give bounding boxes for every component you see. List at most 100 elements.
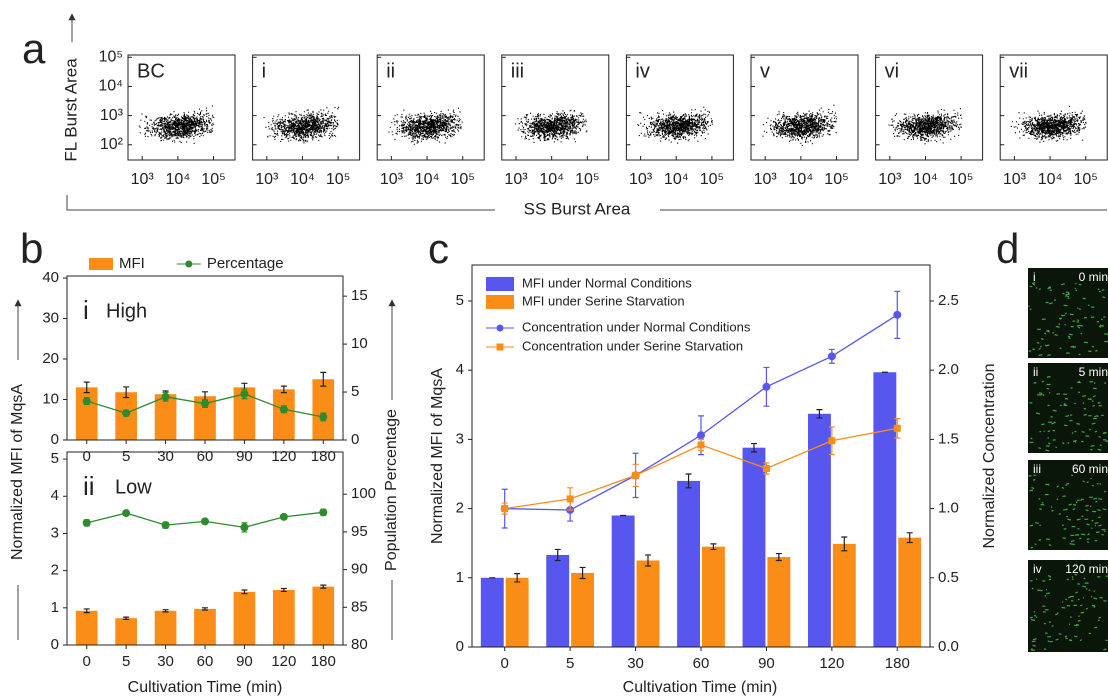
error-bar bbox=[514, 573, 521, 583]
x-tick-label: 10⁴ bbox=[913, 171, 938, 188]
marker bbox=[697, 431, 705, 440]
marker bbox=[122, 509, 131, 518]
marker bbox=[827, 352, 836, 361]
x-tick-label: 0 bbox=[83, 653, 91, 670]
x-tick-label: 10³ bbox=[754, 171, 778, 188]
error-bar bbox=[83, 608, 90, 614]
panel-numeral: ii bbox=[83, 471, 95, 501]
micrograph bbox=[1028, 268, 1108, 358]
legend-swatch bbox=[486, 277, 514, 291]
image-time: 60 min bbox=[1072, 462, 1108, 476]
y-tick-label: 4 bbox=[456, 361, 464, 378]
x-tick-label: 5 bbox=[122, 653, 130, 670]
y2-tick-label: 90 bbox=[351, 561, 368, 578]
x-tick-label: 10³ bbox=[878, 171, 902, 188]
error-bar bbox=[320, 584, 327, 589]
x-axis-label: Cultivation Time (min) bbox=[623, 679, 778, 696]
y2-tick-label: 2.5 bbox=[938, 292, 959, 309]
y-tick-label: 20 bbox=[42, 350, 59, 367]
bar bbox=[312, 586, 335, 645]
marker bbox=[82, 518, 91, 527]
error-bar bbox=[554, 548, 561, 562]
legend-swatch bbox=[496, 324, 504, 332]
x-tick-label: 180 bbox=[885, 655, 910, 672]
y2-tick-label: 15 bbox=[351, 287, 368, 304]
x-tick-label: 10⁵ bbox=[1074, 171, 1098, 188]
x-tick-label: 30 bbox=[157, 653, 174, 670]
scatter-cloud bbox=[388, 107, 463, 145]
bar bbox=[154, 394, 177, 440]
error-bar bbox=[775, 552, 782, 562]
y-tick-label: 10 bbox=[42, 390, 59, 407]
x-tick-label: 10⁴ bbox=[1038, 171, 1063, 188]
x-tick-label: 10⁵ bbox=[451, 171, 475, 188]
y-tick-label: 1 bbox=[51, 599, 59, 616]
marker bbox=[240, 389, 249, 398]
micrograph-cells bbox=[1028, 474, 1107, 549]
plot-label: BC bbox=[137, 60, 165, 82]
y-tick-label: 5 bbox=[51, 450, 59, 467]
y2-tick-label: 5 bbox=[351, 383, 359, 400]
x-tick-label: 60 bbox=[197, 653, 214, 670]
plot-frame bbox=[252, 54, 361, 161]
error-bar bbox=[280, 385, 287, 394]
x-tick-label: 180 bbox=[311, 448, 336, 465]
y-tick-label: 10² bbox=[100, 136, 124, 153]
panel-subtitle: Low bbox=[115, 476, 152, 498]
error-bar bbox=[645, 554, 652, 567]
error-bar bbox=[841, 536, 848, 552]
x-tick-label: 10³ bbox=[131, 171, 155, 188]
x-tick-label: 90 bbox=[758, 655, 775, 672]
x-tick-label: 90 bbox=[236, 653, 253, 670]
bar bbox=[807, 413, 831, 647]
x-tick-label: 10⁵ bbox=[700, 171, 724, 188]
bar bbox=[312, 379, 335, 440]
image-time: 5 min bbox=[1079, 365, 1108, 379]
y-tick-label: 0 bbox=[51, 431, 59, 448]
y2-tick-label: 0 bbox=[351, 431, 359, 448]
legend-swatch bbox=[185, 260, 193, 268]
x-tick-label: 10⁴ bbox=[166, 171, 191, 188]
legend-label: MFI bbox=[119, 255, 145, 272]
x-tick-label: 180 bbox=[311, 653, 336, 670]
panel-label: b bbox=[20, 225, 43, 272]
legend-swatch bbox=[486, 295, 514, 309]
x-tick-label: 60 bbox=[693, 655, 710, 672]
marker bbox=[122, 409, 131, 418]
plot-frame bbox=[875, 54, 984, 161]
bar bbox=[873, 372, 897, 647]
scatter-cloud bbox=[263, 106, 340, 144]
micrograph-cells bbox=[1028, 282, 1108, 357]
bar bbox=[480, 577, 504, 647]
marker bbox=[501, 505, 509, 513]
scatter-cloud bbox=[1010, 105, 1087, 143]
error-bar bbox=[162, 609, 169, 613]
bar bbox=[701, 546, 725, 647]
x-tick-label: 0 bbox=[501, 655, 509, 672]
y2-tick-label: 80 bbox=[351, 636, 368, 653]
panel-label: a bbox=[22, 25, 46, 72]
scatter-cloud bbox=[637, 106, 713, 144]
x-tick-label: 10⁴ bbox=[290, 171, 315, 188]
legend-label: Concentration under Normal Conditions bbox=[522, 319, 751, 334]
y-tick-label: 1 bbox=[456, 569, 464, 586]
bar bbox=[273, 389, 295, 440]
image-time: 0 min bbox=[1079, 270, 1108, 284]
marker bbox=[279, 512, 288, 521]
bar bbox=[194, 396, 216, 440]
x-tick-label: 120 bbox=[271, 448, 296, 465]
plot-frame bbox=[66, 275, 344, 441]
error-bar bbox=[579, 566, 586, 580]
marker bbox=[279, 405, 288, 414]
panel-label: d bbox=[996, 225, 1019, 272]
y-tick-label: 30 bbox=[42, 309, 59, 326]
marker bbox=[201, 399, 209, 408]
x-tick-label: 10⁴ bbox=[664, 171, 689, 188]
y-tick-label: 2 bbox=[456, 500, 464, 517]
y2-tick-label: 100 bbox=[351, 485, 376, 502]
x-tick-label: 10³ bbox=[504, 171, 528, 188]
error-bar bbox=[320, 371, 327, 387]
panel-numeral: i bbox=[83, 295, 89, 325]
marker bbox=[161, 521, 170, 530]
plot-frame bbox=[471, 264, 931, 648]
